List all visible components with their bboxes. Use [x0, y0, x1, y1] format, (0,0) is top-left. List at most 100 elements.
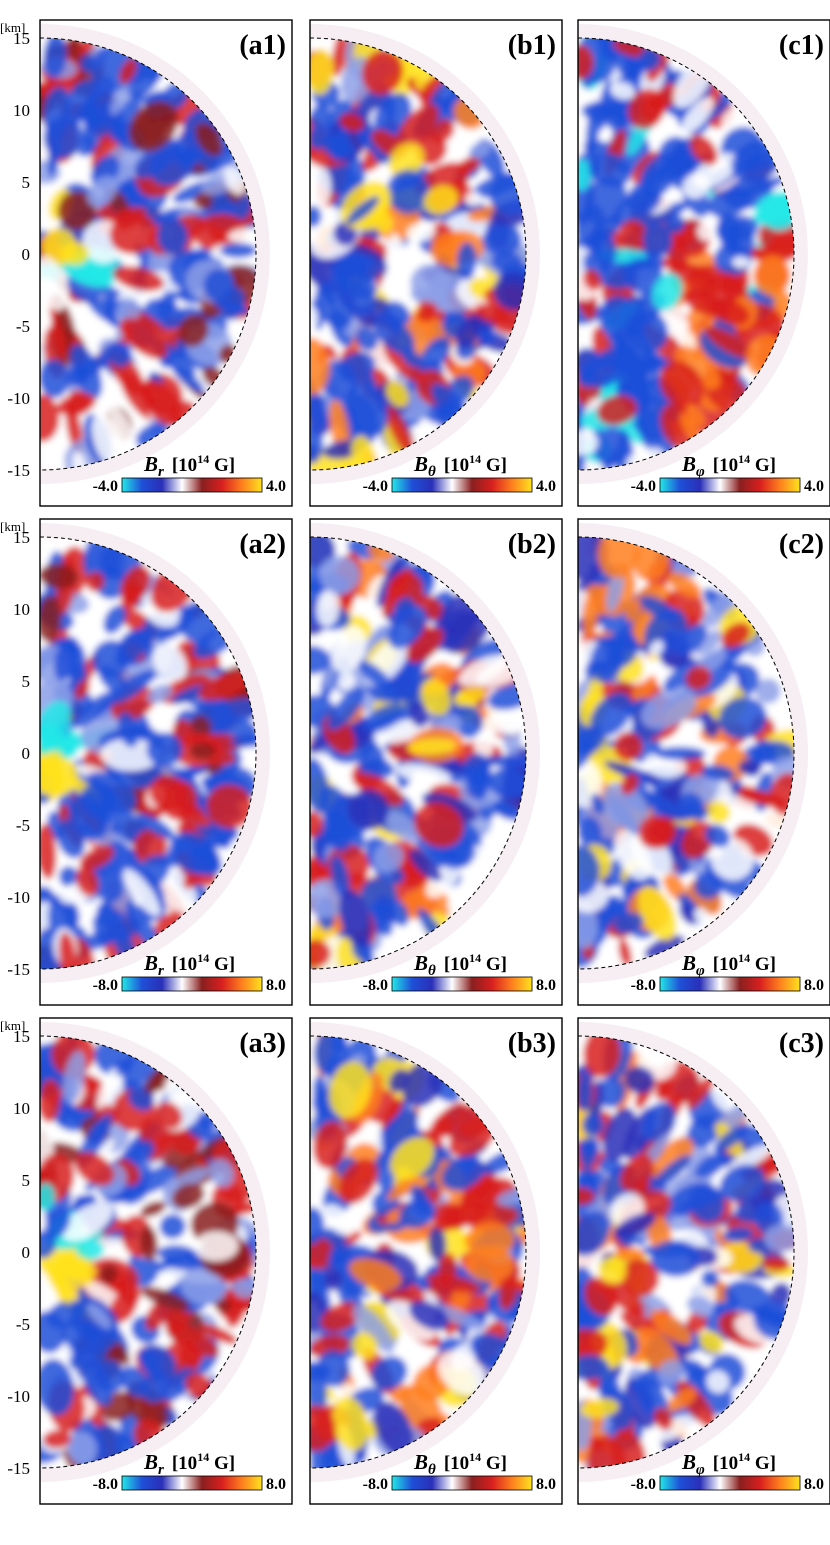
field-patch	[310, 645, 331, 675]
field-patch	[427, 1101, 468, 1141]
field-patch	[208, 1158, 235, 1188]
field-patch	[441, 1155, 485, 1191]
panel-frame	[39, 1017, 293, 1505]
field-patch	[667, 572, 702, 599]
field-patch	[135, 1162, 180, 1195]
field-patch	[147, 684, 173, 704]
colorbar-max-label: 8.0	[536, 1476, 556, 1493]
field-patch	[590, 793, 605, 815]
field-patch	[70, 1296, 120, 1351]
field-patch	[589, 225, 617, 267]
field-patch	[701, 764, 735, 781]
y-tick-label: -5	[16, 1315, 30, 1334]
field-patch	[718, 697, 767, 740]
field-patch	[704, 824, 731, 848]
field-patch	[588, 152, 632, 188]
field-patch	[145, 1300, 169, 1331]
field-patch	[666, 1387, 697, 1413]
field-patch	[40, 359, 70, 399]
colorbar	[659, 976, 801, 992]
field-patch	[139, 1225, 158, 1261]
field-patch	[171, 1183, 205, 1210]
colorbar-max-label: 4.0	[536, 478, 556, 495]
field-patch	[737, 788, 771, 804]
field-patch	[649, 640, 664, 657]
field-patch	[79, 54, 97, 73]
field-patch	[388, 605, 427, 650]
field-patch	[637, 885, 677, 941]
field-patch	[654, 746, 706, 761]
field-patch	[120, 317, 168, 360]
field-patch	[625, 600, 639, 622]
field-patch	[40, 393, 60, 443]
field-patch	[473, 758, 492, 801]
panel-frame	[577, 1017, 830, 1505]
y-tick-label: 0	[22, 1243, 31, 1262]
field-map	[310, 38, 526, 470]
field-patch	[373, 1401, 415, 1458]
field-patch	[686, 1113, 722, 1148]
field-map	[310, 1036, 526, 1468]
star-surface-boundary	[39, 37, 257, 471]
colorbar	[121, 1475, 263, 1491]
panel-label: (b3)	[508, 1028, 556, 1059]
field-patch	[578, 845, 600, 897]
field-patch	[53, 636, 80, 681]
field-patch	[578, 1354, 609, 1381]
field-patch	[320, 1301, 362, 1333]
field-patch	[40, 1310, 66, 1354]
field-patch	[40, 256, 69, 311]
field-patch	[719, 1164, 766, 1202]
field-patch	[310, 104, 332, 132]
field-patch	[345, 196, 380, 225]
field-patch	[387, 899, 410, 927]
field-patch	[337, 671, 356, 690]
field-component-label: Bφ [1014 G]	[681, 1450, 776, 1478]
field-patch	[316, 1350, 351, 1388]
star-surface-boundary	[577, 1035, 795, 1469]
colorbar-max-label: 8.0	[804, 977, 824, 994]
colorbar-min-label: -8.0	[363, 1476, 388, 1493]
field-patch	[654, 1414, 694, 1442]
field-patch	[413, 802, 464, 848]
field-patch	[99, 1263, 118, 1284]
field-patch	[108, 404, 138, 457]
field-patch	[110, 84, 130, 116]
colorbar-min-label: -4.0	[93, 478, 118, 495]
field-patch	[650, 1309, 693, 1345]
field-patch	[651, 1137, 694, 1180]
field-patch	[128, 100, 179, 152]
star-surface-boundary	[309, 536, 527, 970]
field-patch	[371, 1140, 399, 1174]
field-patch	[693, 871, 722, 900]
field-patch	[140, 379, 184, 427]
field-patch	[338, 889, 372, 948]
field-patch	[624, 1066, 655, 1094]
field-patch	[456, 242, 477, 280]
y-tick-label: -15	[7, 960, 30, 979]
field-patch	[689, 134, 718, 166]
panel-frame	[309, 1017, 563, 1505]
field-patch	[54, 1253, 97, 1279]
star-surface-boundary	[39, 536, 257, 970]
field-patch	[352, 1304, 395, 1353]
field-patch	[116, 298, 141, 324]
field-patch	[72, 451, 87, 470]
field-patch	[578, 1187, 596, 1206]
field-patch	[72, 355, 110, 378]
field-patch	[674, 624, 708, 657]
field-patch	[310, 164, 332, 215]
field-component-label: Bφ [1014 G]	[681, 951, 776, 979]
field-patch	[347, 788, 390, 831]
star-surface-boundary	[577, 536, 795, 970]
field-patch	[353, 255, 382, 283]
field-patch	[407, 738, 456, 755]
field-patch	[386, 233, 403, 275]
colorbar	[391, 477, 533, 493]
field-map	[578, 1036, 794, 1468]
field-patch	[310, 1237, 334, 1267]
field-patch	[310, 856, 324, 888]
field-patch	[40, 823, 57, 880]
field-patch	[428, 1225, 447, 1263]
field-patch	[75, 1239, 105, 1260]
